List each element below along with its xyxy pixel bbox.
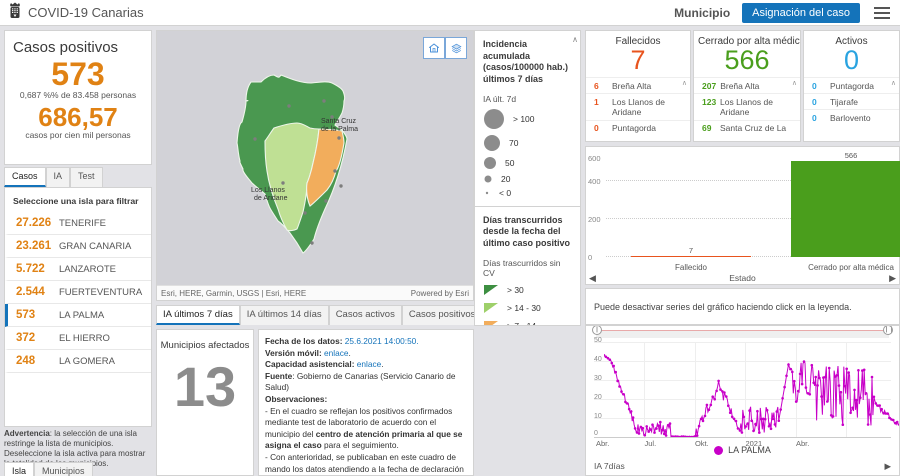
svg-text:Santa Cruz: Santa Cruz: [321, 118, 357, 125]
svg-text:de Aridane: de Aridane: [254, 195, 288, 202]
svg-text:Los Llanos: Los Llanos: [251, 187, 285, 194]
svg-text:de la Palma: de la Palma: [321, 126, 358, 133]
